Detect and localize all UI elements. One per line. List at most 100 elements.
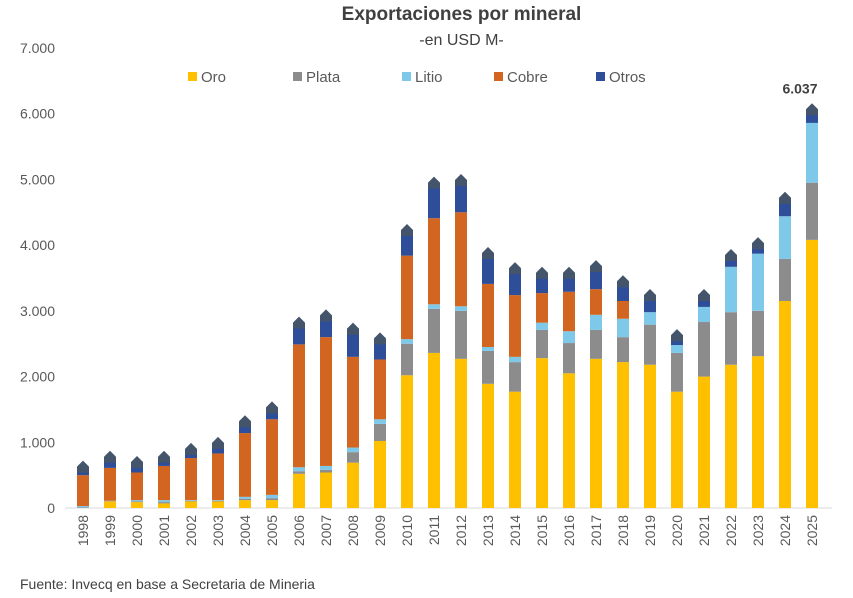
bar-oro-2012 <box>455 358 467 508</box>
x-tick-label: 2012 <box>453 515 469 546</box>
bar-litio-2008 <box>347 447 359 453</box>
bar-plata-2015 <box>536 329 548 359</box>
bar-litio-2004 <box>239 496 251 499</box>
bar-otros-2014 <box>509 270 521 296</box>
total-marker-2025 <box>806 103 818 116</box>
bar-plata-2013 <box>482 350 494 384</box>
bar-oro-2002 <box>185 501 197 508</box>
bar-cobre-2010 <box>401 255 413 340</box>
bar-plata-2000 <box>131 501 143 503</box>
bar-oro-2011 <box>428 352 440 508</box>
bar-otros-2004 <box>239 423 251 434</box>
legend-swatch-plata <box>293 72 302 81</box>
bar-cobre-2017 <box>590 289 602 315</box>
bar-litio-2006 <box>293 467 305 472</box>
x-tick-label: 2019 <box>642 515 658 546</box>
legend-swatch-otros <box>596 72 605 81</box>
bar-plata-2022 <box>725 312 737 365</box>
bar-cobre-1998 <box>77 475 89 507</box>
bar-plata-2002 <box>185 500 197 502</box>
bar-litio-2002 <box>185 500 197 501</box>
bar-cobre-2018 <box>617 301 629 319</box>
y-tick-label: 0 <box>47 500 55 516</box>
bar-oro-2000 <box>131 502 143 508</box>
bar-plata-2009 <box>374 423 386 441</box>
bar-oro-2006 <box>293 473 305 508</box>
total-marker-2001 <box>158 450 170 463</box>
x-tick-label: 2020 <box>669 515 685 546</box>
legend-label-oro: Oro <box>201 69 226 86</box>
total-marker-2008 <box>347 322 359 335</box>
total-marker-2009 <box>374 332 386 345</box>
bar-oro-2004 <box>239 500 251 508</box>
bar-otros-2009 <box>374 340 386 360</box>
bar-otros-2003 <box>212 444 224 454</box>
x-tick-label: 1998 <box>75 515 91 546</box>
bar-cobre-2015 <box>536 293 548 323</box>
total-marker-2018 <box>617 275 629 288</box>
bar-oro-2007 <box>320 472 332 508</box>
y-tick-label: 6.000 <box>20 106 55 122</box>
bar-plata-2004 <box>239 498 251 501</box>
x-tick-label: 2004 <box>237 515 253 546</box>
legend-label-plata: Plata <box>306 69 341 86</box>
bar-otros-2021 <box>698 297 710 307</box>
bar-cobre-2007 <box>320 337 332 466</box>
total-marker-2015 <box>536 266 548 279</box>
bar-otros-2005 <box>266 409 278 420</box>
bar-otros-2000 <box>131 463 143 473</box>
bar-litio-2001 <box>158 500 170 503</box>
bar-plata-2025 <box>806 182 818 240</box>
bar-cobre-2008 <box>347 356 359 448</box>
total-marker-2020 <box>671 329 683 342</box>
bar-litio-2016 <box>563 331 575 344</box>
bar-oro-2005 <box>266 500 278 508</box>
total-marker-2005 <box>266 401 278 414</box>
y-tick-label: 7.000 <box>20 40 55 56</box>
x-tick-label: 2021 <box>696 515 712 546</box>
bar-oro-2009 <box>374 440 386 508</box>
bar-cobre-2014 <box>509 295 521 357</box>
total-marker-2024 <box>779 191 791 204</box>
bar-litio-1998 <box>77 506 89 508</box>
legend-swatch-oro <box>188 72 197 81</box>
bar-oro-2010 <box>401 375 413 508</box>
x-tick-label: 2002 <box>183 515 199 546</box>
bar-oro-2013 <box>482 383 494 508</box>
bar-plata-2008 <box>347 452 359 463</box>
bar-plata-2017 <box>590 329 602 359</box>
x-tick-label: 2017 <box>588 515 604 546</box>
total-marker-2002 <box>185 442 197 455</box>
bar-litio-2023 <box>752 253 764 311</box>
bar-plata-2023 <box>752 310 764 357</box>
bar-cobre-1999 <box>104 467 116 501</box>
total-marker-2017 <box>590 260 602 273</box>
bar-oro-1999 <box>104 501 116 508</box>
bar-litio-2018 <box>617 318 629 338</box>
total-marker-2021 <box>698 289 710 302</box>
x-tick-label: 2000 <box>129 515 145 546</box>
bar-litio-2007 <box>320 465 332 470</box>
x-tick-label: 2023 <box>750 515 766 546</box>
bar-litio-2014 <box>509 356 521 363</box>
x-tick-label: 2006 <box>291 515 307 546</box>
bar-oro-2003 <box>212 501 224 508</box>
bar-otros-2018 <box>617 283 629 301</box>
x-tick-label: 2024 <box>777 515 793 546</box>
bar-litio-2005 <box>266 494 278 499</box>
bar-litio-2025 <box>806 122 818 183</box>
legend-label-cobre: Cobre <box>507 69 548 86</box>
bar-otros-2015 <box>536 274 548 294</box>
bar-plata-2006 <box>293 471 305 474</box>
x-tick-label: 2008 <box>345 515 361 546</box>
bar-cobre-2005 <box>266 419 278 495</box>
bar-cobre-2012 <box>455 212 467 307</box>
total-marker-2023 <box>752 237 764 250</box>
bar-plata-2019 <box>644 324 656 365</box>
bar-litio-2011 <box>428 304 440 309</box>
y-tick-label: 1.000 <box>20 434 55 450</box>
bar-litio-2003 <box>212 500 224 501</box>
total-marker-1999 <box>104 450 116 463</box>
bar-plata-2018 <box>617 337 629 363</box>
legend-swatch-litio <box>402 72 411 81</box>
